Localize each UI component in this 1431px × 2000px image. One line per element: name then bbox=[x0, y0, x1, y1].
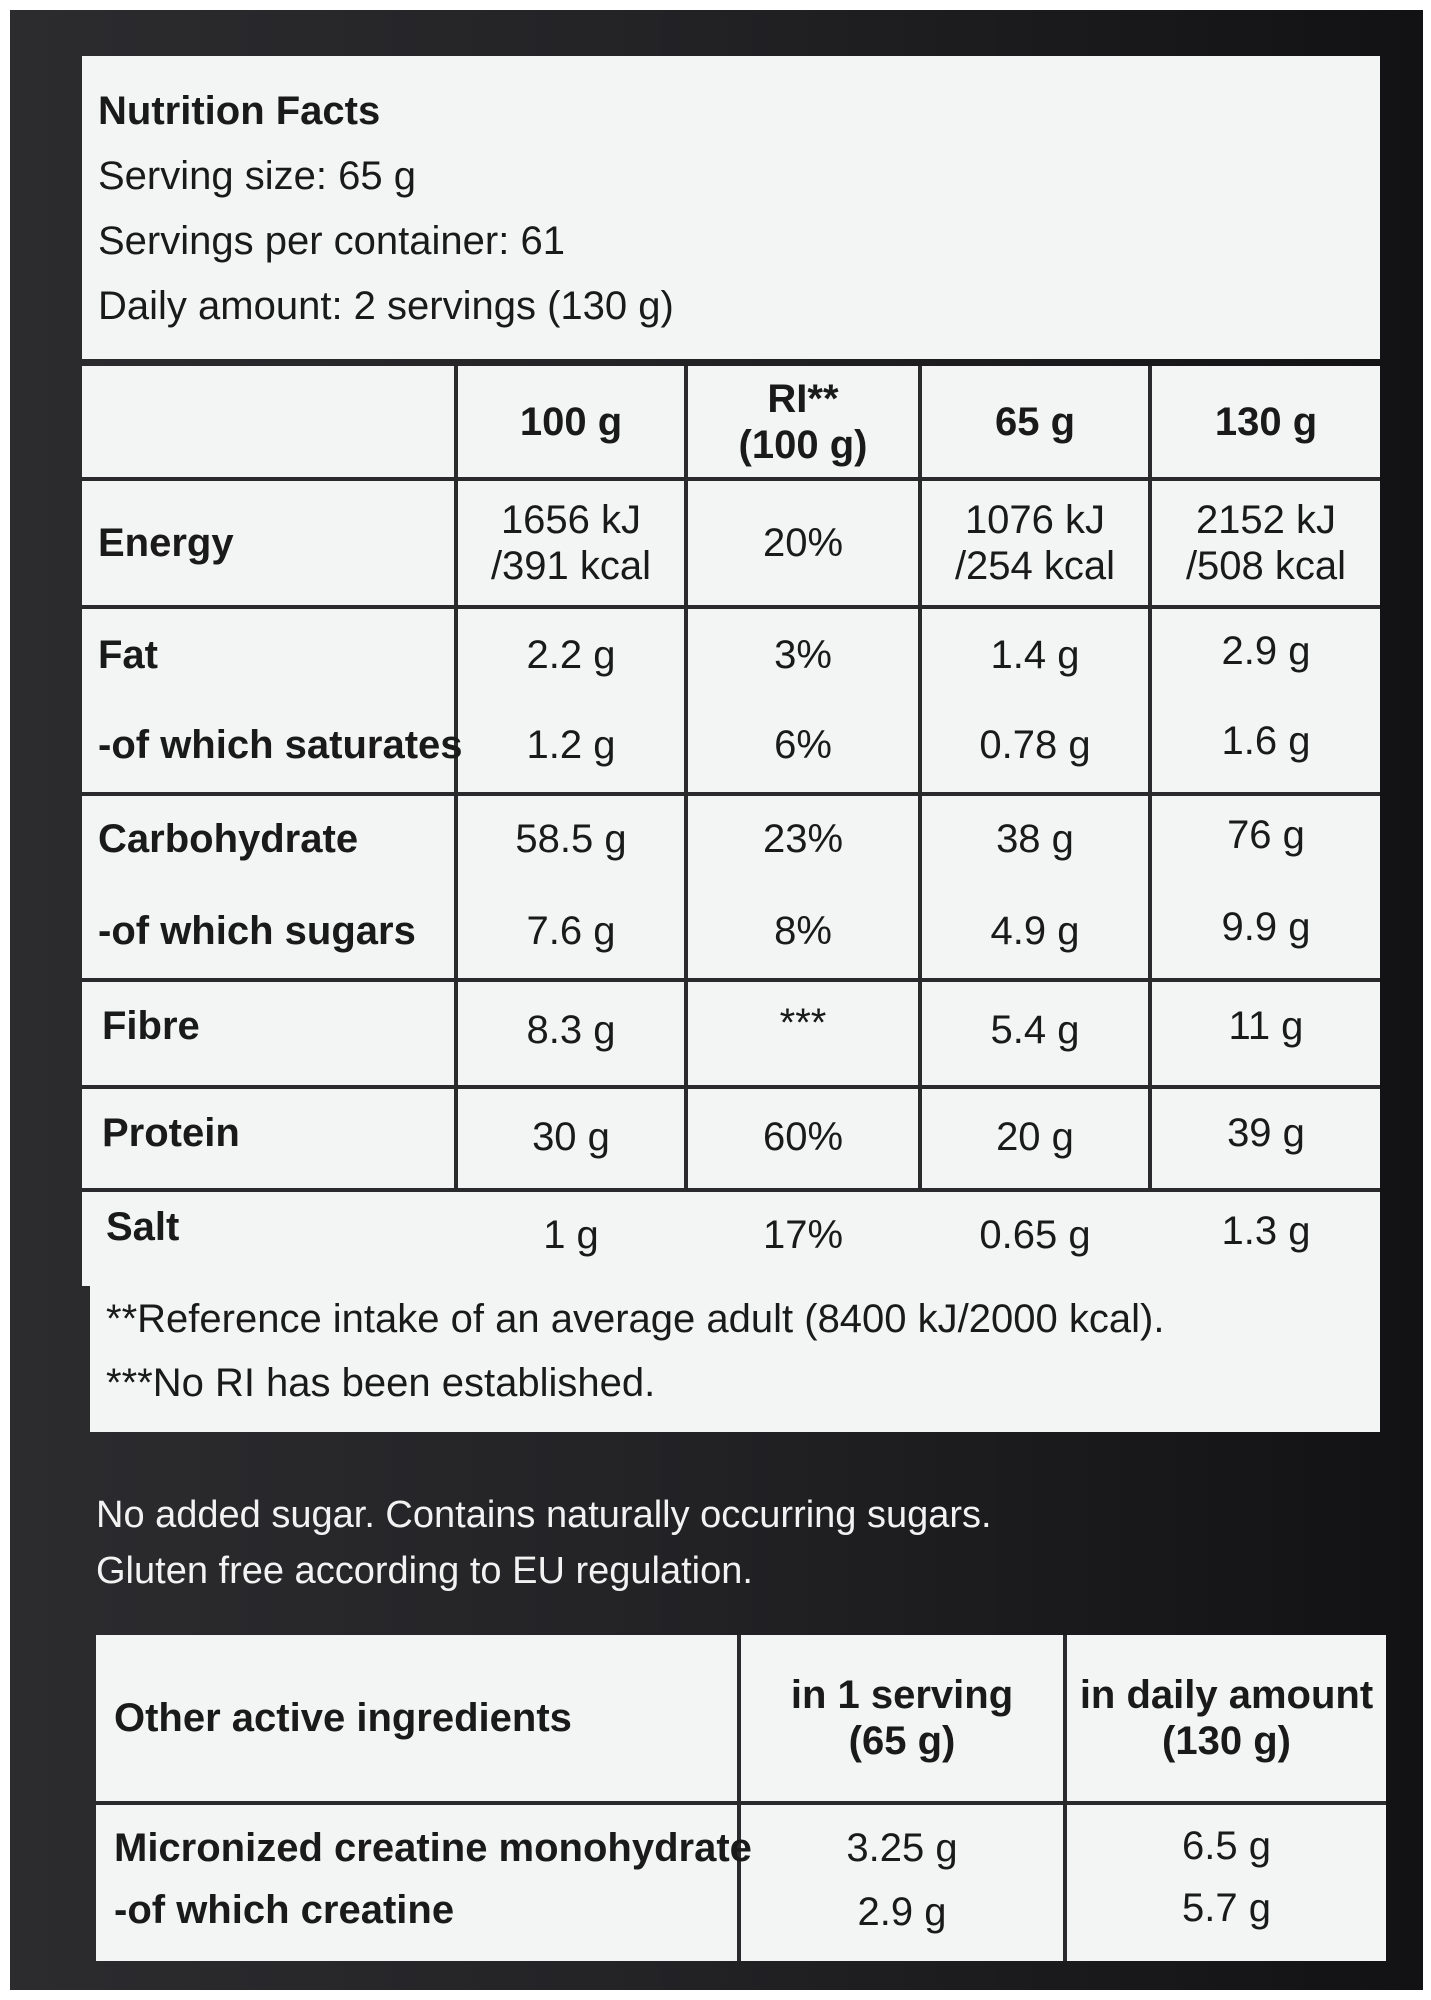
protein-65g: 20 g bbox=[996, 1115, 1074, 1159]
creatine-monohydrate-serving: 3.25 g bbox=[846, 1826, 958, 1870]
product-notes: No added sugar. Contains naturally occur… bbox=[96, 1487, 992, 1599]
protein-130g: 39 g bbox=[1227, 1111, 1305, 1155]
energy-100g: 1656 kJ/391 kcal bbox=[490, 498, 652, 588]
other-ingredients-header: Other active ingredients bbox=[114, 1696, 572, 1740]
creatine-daily: 5.7 g bbox=[1182, 1886, 1271, 1930]
fibre-100g: 8.3 g bbox=[526, 1008, 616, 1052]
footnotes-panel: **Reference intake of an average adult (… bbox=[90, 1286, 1380, 1432]
fibre-65g: 5.4 g bbox=[990, 1008, 1080, 1052]
note-gluten-free: Gluten free according to EU regulation. bbox=[96, 1550, 753, 1592]
col-header-65g: 65 g bbox=[994, 399, 1076, 444]
sugars-65g: 4.9 g bbox=[990, 909, 1080, 953]
fibre-ri: *** bbox=[779, 1001, 827, 1045]
row-label-protein: Protein bbox=[102, 1111, 240, 1155]
salt-ri: 17% bbox=[762, 1213, 844, 1257]
daily-amount: Daily amount: 2 servings (130 g) bbox=[98, 284, 674, 328]
row-label-salt: Salt bbox=[106, 1205, 180, 1249]
creatine-serving: 2.9 g bbox=[857, 1890, 947, 1934]
row-label-saturates: -of which saturates bbox=[98, 723, 463, 767]
carbohydrate-ri: 23% bbox=[762, 817, 844, 861]
row-label-carbohydrate: Carbohydrate bbox=[98, 817, 359, 861]
note-no-added-sugar: No added sugar. Contains naturally occur… bbox=[96, 1494, 992, 1536]
col-header-in-1-serving: in 1 serving (65 g) bbox=[790, 1673, 1014, 1763]
row-label-energy: Energy bbox=[98, 521, 234, 565]
protein-100g: 30 g bbox=[532, 1115, 610, 1159]
fat-65g: 1.4 g bbox=[990, 633, 1080, 677]
carbohydrate-130g: 76 g bbox=[1227, 813, 1305, 857]
fibre-130g: 11 g bbox=[1228, 1004, 1304, 1048]
sugars-100g: 7.6 g bbox=[526, 909, 616, 953]
row-label-fat: Fat bbox=[98, 633, 158, 677]
footnote-ri: **Reference intake of an average adult (… bbox=[106, 1297, 1165, 1341]
nutrition-table: 100 g RI** (100 g) 65 g 130 g Energy 1656… bbox=[82, 366, 1380, 1286]
energy-130g: 2152 kJ/508 kcal bbox=[1185, 498, 1347, 588]
nutrition-title: Nutrition Facts bbox=[98, 89, 381, 133]
row-label-creatine-monohydrate: Micronized creatine monohydrate bbox=[114, 1826, 752, 1870]
saturates-65g: 0.78 g bbox=[979, 723, 1091, 767]
salt-65g: 0.65 g bbox=[979, 1213, 1091, 1257]
saturates-ri: 6% bbox=[774, 723, 832, 767]
footnote-no-ri: ***No RI has been established. bbox=[106, 1361, 656, 1405]
row-label-fibre: Fibre bbox=[102, 1004, 200, 1048]
carbohydrate-100g: 58.5 g bbox=[515, 817, 627, 861]
protein-ri: 60% bbox=[762, 1115, 844, 1159]
servings-per-container: Servings per container: 61 bbox=[98, 219, 565, 263]
sugars-ri: 8% bbox=[774, 909, 832, 953]
saturates-100g: 1.2 g bbox=[526, 723, 616, 767]
fat-100g: 2.2 g bbox=[526, 633, 616, 677]
creatine-monohydrate-daily: 6.5 g bbox=[1182, 1824, 1271, 1868]
row-label-sugars: -of which sugars bbox=[98, 909, 416, 953]
energy-65g: 1076 kJ/254 kcal bbox=[954, 498, 1116, 588]
serving-size: Serving size: 65 g bbox=[98, 154, 416, 198]
other-ingredients-table: Other active ingredients in 1 serving (65… bbox=[96, 1635, 1386, 1961]
fat-130g: 2.9 g bbox=[1221, 629, 1311, 673]
sugars-130g: 9.9 g bbox=[1221, 905, 1311, 949]
col-header-130g: 130 g bbox=[1214, 399, 1318, 444]
carbohydrate-65g: 38 g bbox=[996, 817, 1074, 861]
salt-130g: 1.3 g bbox=[1221, 1209, 1311, 1253]
col-header-in-daily-amount: in daily amount (130 g) bbox=[1079, 1673, 1374, 1763]
nutrition-header-panel: Nutrition Facts Serving size: 65 g Servi… bbox=[82, 56, 1380, 359]
col-header-ri: RI** (100 g) bbox=[738, 376, 868, 467]
salt-100g: 1 g bbox=[543, 1213, 599, 1257]
row-label-creatine: -of which creatine bbox=[114, 1888, 455, 1932]
saturates-130g: 1.6 g bbox=[1221, 719, 1311, 763]
col-header-100g: 100 g bbox=[519, 399, 623, 444]
fat-ri: 3% bbox=[774, 633, 832, 677]
energy-ri: 20% bbox=[762, 521, 844, 565]
